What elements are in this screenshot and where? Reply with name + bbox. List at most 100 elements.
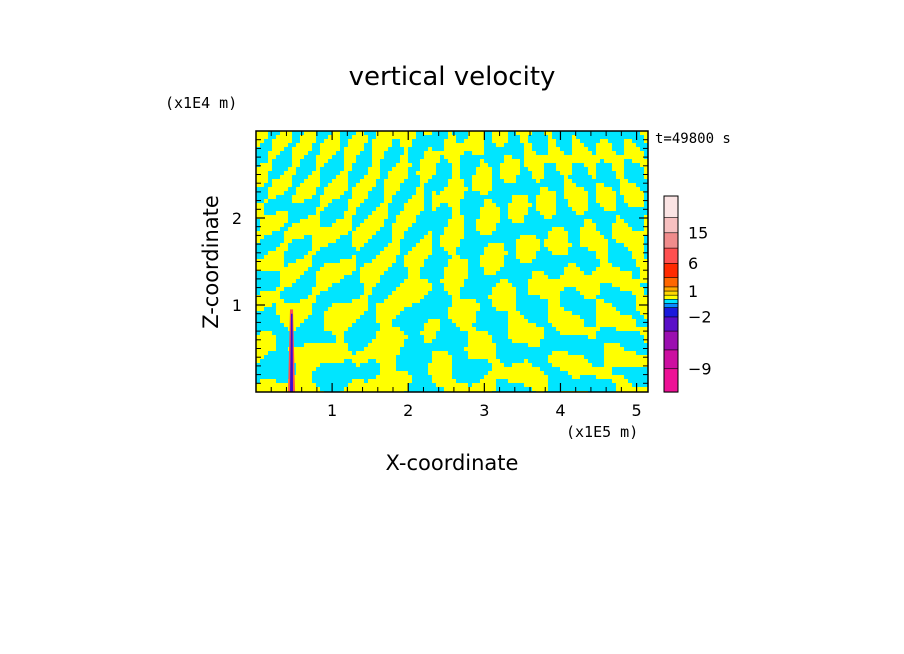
- field-cell: [280, 283, 285, 288]
- field-cell: [448, 227, 453, 232]
- field-cell: [528, 199, 533, 204]
- field-cell: [508, 291, 513, 296]
- field-cell: [308, 323, 313, 328]
- field-cell: [552, 299, 557, 304]
- field-cell: [632, 139, 637, 144]
- field-cell: [616, 319, 621, 324]
- field-cell: [628, 255, 633, 260]
- field-cell: [632, 231, 637, 236]
- field-cell: [316, 315, 321, 320]
- field-cell: [516, 183, 521, 188]
- field-cell: [520, 195, 525, 200]
- field-cell: [632, 271, 637, 276]
- field-cell: [588, 207, 593, 212]
- field-cell: [316, 223, 321, 228]
- field-cell: [464, 187, 469, 192]
- field-cell: [292, 311, 297, 316]
- field-cell: [416, 331, 421, 336]
- field-cell: [544, 167, 549, 172]
- field-cell: [260, 171, 265, 176]
- field-cell: [496, 135, 501, 140]
- field-cell: [340, 247, 345, 252]
- field-cell: [388, 163, 393, 168]
- field-cell: [636, 203, 641, 208]
- field-cell: [524, 151, 529, 156]
- field-cell: [336, 279, 341, 284]
- field-cell: [356, 327, 361, 332]
- field-cell: [588, 195, 593, 200]
- field-cell: [264, 307, 269, 312]
- field-cell: [556, 203, 561, 208]
- field-cell: [488, 271, 493, 276]
- field-cell: [256, 227, 261, 232]
- field-cell: [308, 131, 313, 136]
- field-cell: [408, 279, 413, 284]
- field-cell: [396, 263, 401, 268]
- field-cell: [492, 131, 497, 136]
- field-cell: [468, 243, 473, 248]
- field-cell: [416, 195, 421, 200]
- field-cell: [600, 259, 605, 264]
- field-cell: [488, 231, 493, 236]
- field-cell: [276, 179, 281, 184]
- field-cell: [336, 187, 341, 192]
- field-cell: [612, 243, 617, 248]
- field-cell: [404, 155, 409, 160]
- field-cell: [284, 183, 289, 188]
- field-cell: [528, 195, 533, 200]
- field-cell: [540, 203, 545, 208]
- field-cell: [476, 183, 481, 188]
- field-cell: [260, 143, 265, 148]
- field-cell: [468, 311, 473, 316]
- field-cell: [304, 183, 309, 188]
- field-cell: [472, 159, 477, 164]
- field-cell: [348, 323, 353, 328]
- field-cell: [328, 231, 333, 236]
- field-cell: [396, 315, 401, 320]
- field-cell: [332, 267, 337, 272]
- field-cell: [492, 171, 497, 176]
- field-cell: [504, 199, 509, 204]
- field-cell: [384, 155, 389, 160]
- field-cell: [420, 311, 425, 316]
- field-cell: [624, 231, 629, 236]
- field-cell: [504, 143, 509, 148]
- field-cell: [612, 303, 617, 308]
- field-cell: [528, 307, 533, 312]
- field-cell: [596, 131, 601, 136]
- field-cell: [340, 143, 345, 148]
- field-cell: [376, 239, 381, 244]
- field-cell: [476, 283, 481, 288]
- field-cell: [568, 239, 573, 244]
- field-cell: [644, 187, 648, 192]
- field-cell: [296, 231, 301, 236]
- field-cell: [476, 331, 481, 336]
- field-cell: [480, 231, 485, 236]
- field-cell: [580, 271, 585, 276]
- field-cell: [344, 159, 349, 164]
- field-cell: [364, 147, 369, 152]
- field-cell: [280, 299, 285, 304]
- field-cell: [552, 239, 557, 244]
- field-cell: [604, 323, 609, 328]
- field-cell: [568, 303, 573, 308]
- field-cell: [568, 307, 573, 312]
- field-cell: [456, 271, 461, 276]
- field-cell: [468, 227, 473, 232]
- field-cell: [564, 151, 569, 156]
- field-cell: [424, 259, 429, 264]
- field-cell: [292, 203, 297, 208]
- field-cell: [296, 235, 301, 240]
- field-cell: [368, 147, 373, 152]
- field-cell: [460, 187, 465, 192]
- field-cell: [332, 243, 337, 248]
- field-cell: [504, 287, 509, 292]
- field-cell: [356, 243, 361, 248]
- field-cell: [424, 319, 429, 324]
- field-cell: [632, 199, 637, 204]
- field-cell: [584, 151, 589, 156]
- field-cell: [396, 235, 401, 240]
- field-cell: [272, 283, 277, 288]
- field-cell: [284, 303, 289, 308]
- field-cell: [440, 247, 445, 252]
